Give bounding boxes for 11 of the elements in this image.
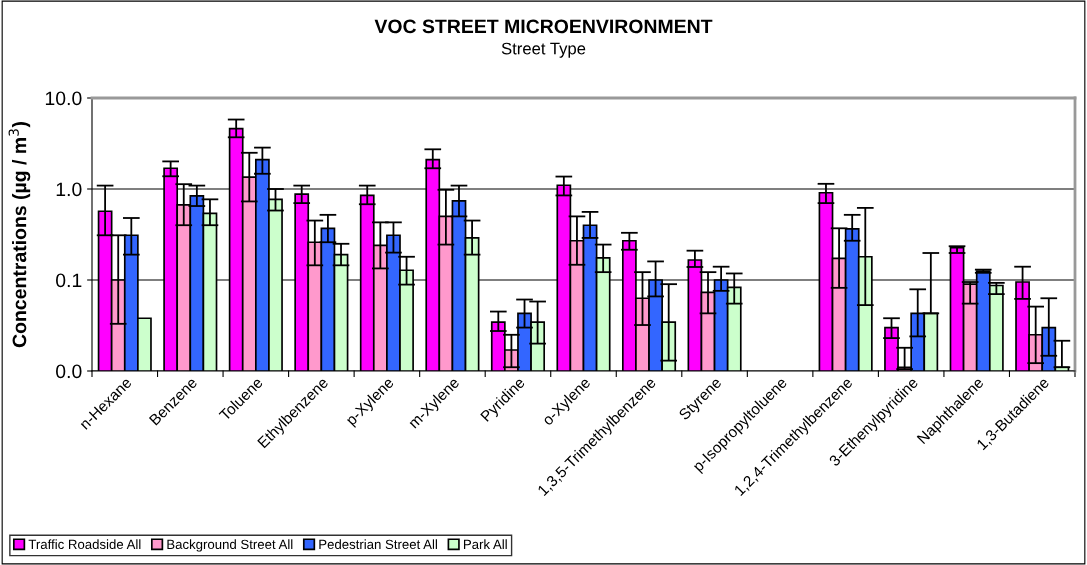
chart-subtitle: Street Type (501, 42, 586, 58)
legend-label: Background Street All (167, 539, 293, 552)
y-tick-label: 10.0 (45, 91, 82, 106)
y-axis-title: Concentrations (µg / m$^{3}$) (8, 122, 31, 348)
y-tick-label: 1.0 (56, 182, 82, 197)
legend-label: Traffic Roadside All (28, 539, 141, 550)
chart-title: VOC STREET MICROENVIRONMENT (374, 19, 713, 34)
y-tick-label: 0.1 (56, 273, 82, 288)
y-tick-label: 0.0 (56, 364, 82, 379)
legend-label: Pedestrian Street All (319, 539, 437, 550)
legend-label: Park All (463, 539, 507, 550)
